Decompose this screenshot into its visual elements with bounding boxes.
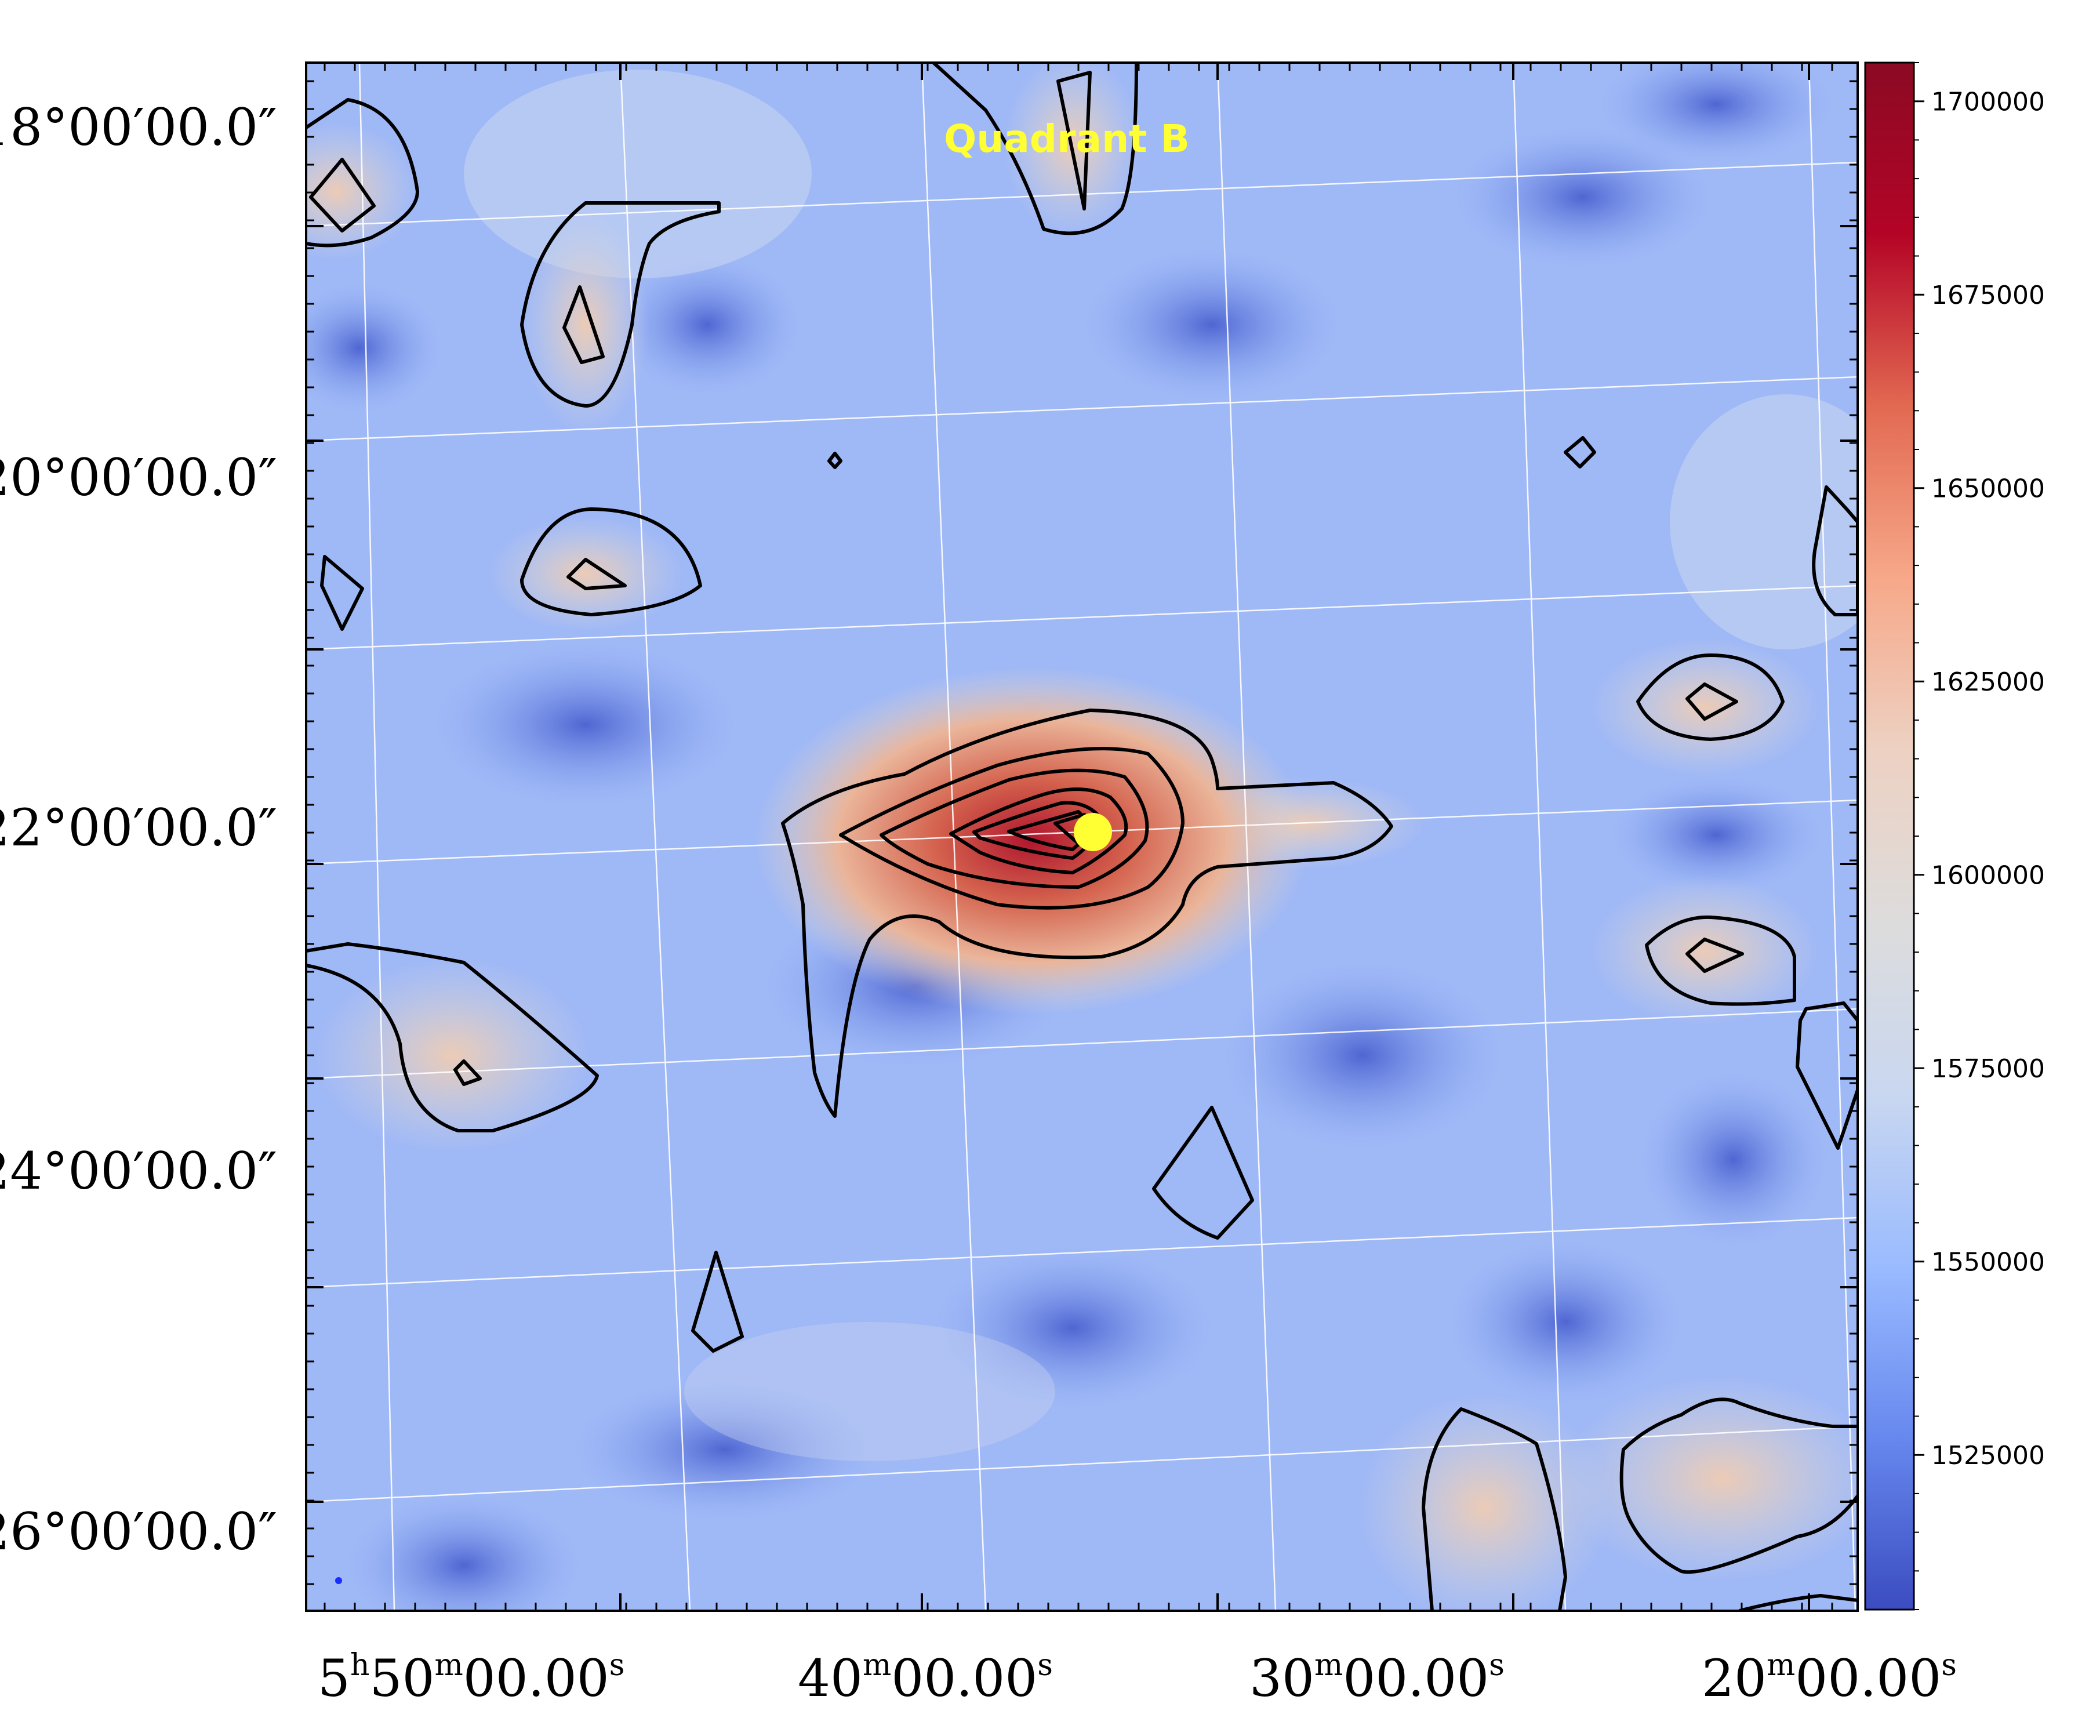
x-tick-label: 40m00.00s <box>798 1648 1053 1708</box>
colorbar-tick-label: 1625000 <box>1931 667 2045 697</box>
y-tick-label: 22°00′00.0″ <box>0 798 277 858</box>
x-tick-label: 30m00.00s <box>1249 1648 1505 1708</box>
colorbar-tick-label: 1550000 <box>1931 1248 2045 1277</box>
peak-marker <box>1074 813 1112 851</box>
coordinate-grid <box>306 63 1858 1611</box>
plot-frame <box>305 61 1859 1612</box>
colorbar-tick-label: 1675000 <box>1931 281 2045 310</box>
quadrant-label: Quadrant B <box>944 117 1190 161</box>
beam-marker <box>335 1577 342 1584</box>
x-axis: 5h50m00.00s 40m00.00s 30m00.00s 20m00.00… <box>318 1648 1957 1708</box>
y-axis: 18°00′00.0″ 20°00′00.0″ 22°00′00.0″ 24°0… <box>0 97 277 1561</box>
x-tick-label: 5h50m00.00s <box>318 1648 624 1708</box>
colorbar-tick-label: 1525000 <box>1931 1441 2045 1470</box>
colorbar-tick-label: 1650000 <box>1931 474 2045 504</box>
colorbar-tick-label: 1600000 <box>1931 861 2045 891</box>
y-tick-label: 18°00′00.0″ <box>0 97 277 157</box>
y-tick-label: 20°00′00.0″ <box>0 448 277 507</box>
colorbar-tick-label: 1700000 <box>1931 88 2045 117</box>
colorbar-tick-label: 1575000 <box>1931 1054 2045 1084</box>
y-tick-label: 24°00′00.0″ <box>0 1141 277 1201</box>
colorbar-gradient <box>1864 61 1915 1611</box>
y-tick-label: 26°00′00.0″ <box>0 1502 277 1561</box>
contour-lines <box>306 63 1858 1611</box>
axis-ticks <box>306 63 1858 1611</box>
x-tick-label: 20m00.00s <box>1702 1648 1957 1708</box>
colorbar: 1700000 1675000 1650000 1625000 1600000 15750… <box>1864 61 2045 1611</box>
map-image <box>306 63 1858 1611</box>
